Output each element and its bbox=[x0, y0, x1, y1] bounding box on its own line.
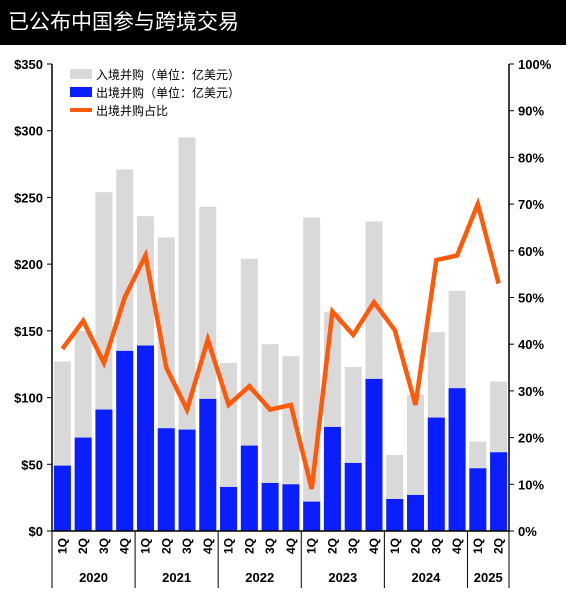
outbound-bar bbox=[365, 378, 383, 531]
quarter-label: 4Q bbox=[201, 538, 215, 554]
right-tick-label: 90% bbox=[518, 104, 544, 119]
quarter-label: 2Q bbox=[325, 538, 339, 554]
quarter-label: 4Q bbox=[450, 538, 464, 554]
outbound-bar bbox=[282, 484, 300, 531]
outbound-bar bbox=[427, 417, 445, 531]
quarter-label: 4Q bbox=[367, 538, 381, 554]
quarter-label: 1Q bbox=[388, 538, 402, 554]
right-tick-label: 80% bbox=[518, 150, 544, 165]
year-label: 2023 bbox=[328, 570, 357, 585]
left-tick-label: $100 bbox=[14, 391, 43, 406]
left-tick-label: $200 bbox=[14, 257, 43, 272]
outbound-bar bbox=[53, 465, 71, 531]
quarter-label: 3Q bbox=[97, 538, 111, 554]
left-tick-label: $350 bbox=[14, 57, 43, 72]
year-label: 2020 bbox=[79, 570, 108, 585]
quarter-label: 2Q bbox=[492, 538, 506, 554]
quarter-label: 2Q bbox=[242, 538, 256, 554]
right-tick-label: 60% bbox=[518, 244, 544, 259]
outbound-bar bbox=[303, 501, 321, 531]
outbound-bar bbox=[261, 482, 279, 531]
quarter-label: 3Q bbox=[180, 538, 194, 554]
left-tick-label: $50 bbox=[21, 457, 43, 472]
quarter-label: 1Q bbox=[471, 538, 485, 554]
quarter-label: 2Q bbox=[159, 538, 173, 554]
title-bar: 已公布中国参与跨境交易 bbox=[0, 0, 566, 45]
year-label: 2022 bbox=[245, 570, 274, 585]
share-line-group bbox=[60, 196, 501, 490]
outbound-bar bbox=[199, 398, 217, 531]
outbound-bar bbox=[157, 428, 175, 531]
right-tick-label: 40% bbox=[518, 337, 544, 352]
legend-label: 入境并购（单位：亿美元） bbox=[96, 67, 240, 82]
left-tick-label: $300 bbox=[14, 124, 43, 139]
left-tick-label: $0 bbox=[29, 524, 43, 539]
quarter-label: 1Q bbox=[55, 538, 69, 554]
legend-label: 出境并购占比 bbox=[96, 103, 168, 118]
outbound-bar bbox=[178, 429, 196, 531]
quarter-label: 3Q bbox=[346, 538, 360, 554]
outbound-bar bbox=[136, 345, 154, 531]
chart-title: 已公布中国参与跨境交易 bbox=[8, 10, 239, 34]
quarter-label: 4Q bbox=[118, 538, 132, 554]
outbound-bar bbox=[116, 350, 134, 531]
legend-label: 出境并购（单位：亿美元） bbox=[96, 85, 240, 100]
right-tick-label: 20% bbox=[518, 431, 544, 446]
outbound-bar bbox=[74, 437, 92, 531]
outbound-bar bbox=[344, 462, 362, 531]
left-tick-label: $250 bbox=[14, 190, 43, 205]
outbound-bar bbox=[220, 486, 238, 531]
outbound-bar bbox=[448, 388, 466, 531]
legend-swatch-outbound bbox=[70, 87, 92, 97]
quarter-label: 2Q bbox=[76, 538, 90, 554]
x-axis-labels: 1Q 2Q 3Q 4Q 1Q 2Q 3Q 4Q 1Q 2Q 3Q 4Q 1Q 2Q 3Q 4Q 1Q 2Q 3Q 4Q… bbox=[51, 531, 510, 588]
outbound-bar bbox=[323, 426, 341, 531]
quarter-label: 1Q bbox=[305, 538, 319, 554]
right-tick-label: 10% bbox=[518, 477, 544, 492]
legend: 入境并购（单位：亿美元） 出境并购（单位：亿美元） 出境并购占比 bbox=[70, 67, 240, 118]
left-axis-ticks: $0 $50 $100 $150 $200 $250 $300 $350 bbox=[14, 57, 52, 539]
quarter-label: 2Q bbox=[409, 538, 423, 554]
outbound-bar bbox=[240, 445, 258, 531]
legend-swatch-inbound bbox=[70, 69, 92, 79]
year-label: 2025 bbox=[474, 570, 503, 585]
quarter-label: 1Q bbox=[138, 538, 152, 554]
quarter-label: 3Q bbox=[263, 538, 277, 554]
axes bbox=[51, 64, 510, 532]
outbound-bar bbox=[469, 468, 487, 531]
share-line bbox=[60, 196, 501, 490]
quarter-label: 4Q bbox=[284, 538, 298, 554]
outbound-bar bbox=[490, 452, 508, 531]
right-tick-label: 0% bbox=[518, 524, 537, 539]
right-tick-label: 70% bbox=[518, 197, 544, 212]
right-tick-label: 100% bbox=[518, 57, 552, 72]
year-label: 2021 bbox=[162, 570, 191, 585]
year-label: 2024 bbox=[411, 570, 441, 585]
quarter-label: 1Q bbox=[222, 538, 236, 554]
outbound-bar bbox=[95, 409, 113, 531]
outbound-bars bbox=[53, 345, 508, 531]
outbound-bar bbox=[407, 494, 425, 531]
right-tick-label: 30% bbox=[518, 384, 544, 399]
left-tick-label: $150 bbox=[14, 324, 43, 339]
right-tick-label: 50% bbox=[518, 291, 544, 306]
outbound-bar bbox=[386, 498, 404, 531]
quarter-label: 3Q bbox=[429, 538, 443, 554]
right-axis-ticks: 0% 10% 20% 30% 40% 50% 60% 70% 80% 90% 100% bbox=[509, 57, 552, 539]
